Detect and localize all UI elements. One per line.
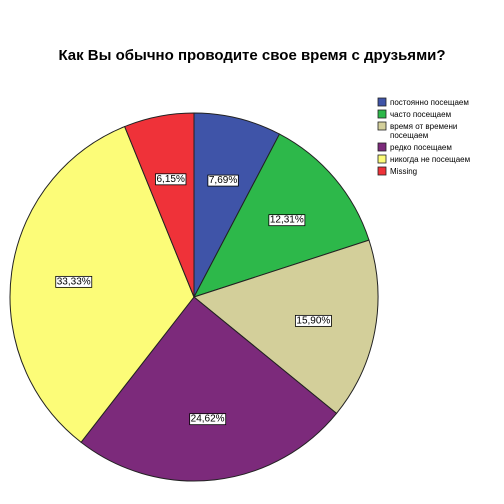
svg-text:Missing: Missing — [390, 167, 417, 176]
legend-item-5: никогда не посещаем — [377, 154, 470, 164]
svg-text:33,33%: 33,33% — [57, 276, 91, 287]
chart-title: Как Вы обычно проводите свое время с дру… — [58, 47, 446, 64]
data-label-6: 6,15% — [155, 173, 187, 186]
data-label-1: 7,69% — [207, 174, 239, 187]
svg-text:7,69%: 7,69% — [209, 175, 237, 186]
data-label-5: 33,33% — [55, 275, 93, 288]
pie-slice-5 — [9, 125, 195, 443]
svg-text:часто посещаем: часто посещаем — [390, 110, 451, 119]
svg-text:15,90%: 15,90% — [296, 315, 330, 326]
svg-text:6,15%: 6,15% — [157, 174, 185, 185]
legend-item-1: постоянно посещаем — [377, 97, 469, 107]
legend-item-4: редко посещаем — [377, 142, 452, 152]
svg-text:посещаем: посещаем — [390, 131, 428, 140]
svg-text:12,31%: 12,31% — [270, 215, 304, 226]
svg-text:никогда не посещаем: никогда не посещаем — [390, 155, 470, 164]
legend-item-6: Missing — [377, 166, 417, 176]
data-label-4: 24,62% — [189, 413, 227, 426]
svg-text:время от времени: время от времени — [390, 122, 457, 131]
pie-slice-6 — [124, 112, 195, 298]
svg-text:24,62%: 24,62% — [191, 414, 225, 425]
legend-item-2: часто посещаем — [377, 109, 451, 119]
pie-slice-3 — [192, 239, 379, 415]
pie-slice-4 — [80, 296, 338, 482]
svg-text:редко посещаем: редко посещаем — [390, 143, 452, 152]
data-label-2: 12,31% — [268, 214, 306, 227]
svg-text:постоянно посещаем: постоянно посещаем — [390, 98, 469, 107]
data-label-3: 15,90% — [294, 314, 332, 327]
